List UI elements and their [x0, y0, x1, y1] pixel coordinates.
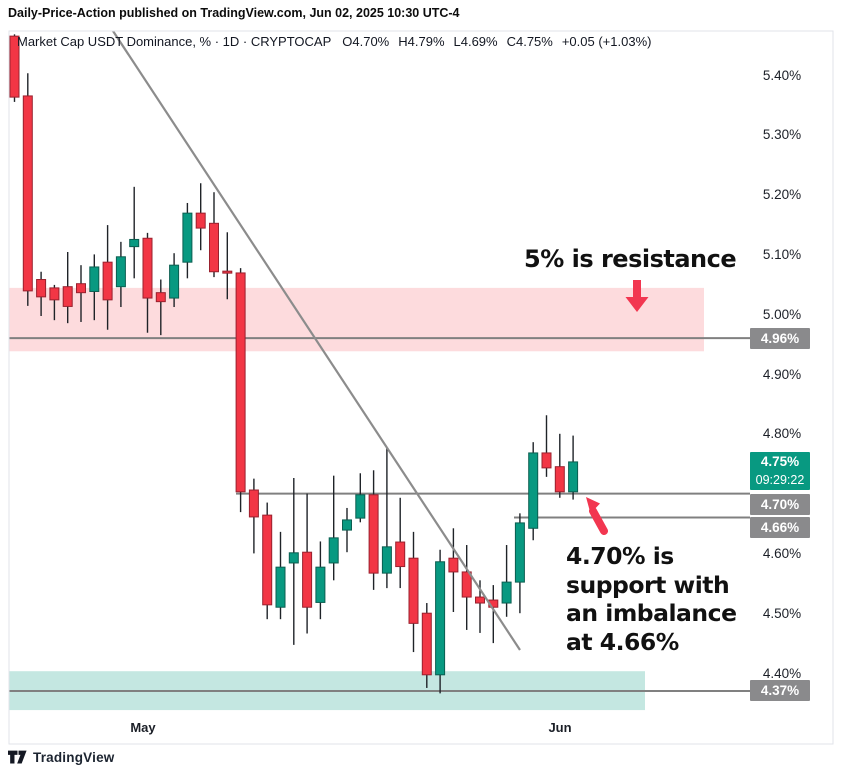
candlestick — [9, 35, 20, 98]
candlestick — [514, 522, 525, 583]
candlestick — [275, 566, 286, 608]
candlestick — [89, 266, 100, 292]
support-annotation-line: at 4.66% — [566, 627, 679, 656]
candlestick — [76, 283, 86, 294]
support-annotation: 4.70% is support with an imbalance at 4.… — [566, 542, 737, 656]
symbol-info-bar: Market Cap USDT Dominance, % · 1D · CRYP… — [17, 34, 651, 49]
candlestick — [421, 612, 432, 676]
tradingview-logo-icon — [8, 750, 27, 764]
candlestick — [195, 212, 206, 229]
time-axis-label-Jun: Jun — [548, 720, 572, 735]
price-badge-4.66%: 4.66% — [750, 517, 810, 539]
candlestick — [262, 514, 273, 606]
price-axis-label: 5.40% — [762, 67, 802, 83]
candlestick — [528, 452, 539, 529]
candlestick — [342, 519, 352, 531]
tradingview-logo[interactable]: TradingView — [8, 750, 114, 765]
price-badge-4.75%: 4.75% 09:29:22 — [750, 451, 810, 490]
candlestick — [129, 238, 140, 248]
attribution-text: Daily-Price-Action published on TradingV… — [8, 6, 460, 20]
last-price-value: 4.75% — [760, 453, 800, 469]
ohlc-close: C4.75% — [506, 34, 553, 49]
chart-frame — [8, 30, 834, 745]
candlestick — [541, 452, 552, 469]
resistance-annotation: 5% is resistance — [524, 245, 737, 273]
candlestick — [381, 546, 392, 574]
bar-countdown: 09:29:22 — [755, 472, 805, 487]
candlestick — [222, 270, 233, 274]
support-annotation-line: support with — [566, 570, 730, 599]
tradingview-logo-text: TradingView — [33, 750, 115, 765]
arrow-up-shaft[interactable] — [589, 507, 608, 535]
candlestick — [315, 566, 326, 603]
candlestick — [395, 541, 406, 568]
candlestick — [62, 286, 73, 307]
price-badge-4.37%: 4.37% — [750, 680, 810, 702]
ohlc-open: O4.70% — [342, 34, 390, 49]
candlestick — [408, 557, 419, 624]
price-axis-label: 5.20% — [762, 187, 802, 203]
price-axis-label: 4.60% — [762, 545, 802, 561]
time-axis-label-May: May — [130, 720, 156, 735]
candlestick — [368, 494, 379, 574]
candlestick — [22, 95, 33, 292]
support-annotation-line: 4.70% is — [566, 542, 674, 570]
candlestick — [115, 256, 126, 288]
price-axis-label: 5.10% — [762, 246, 802, 262]
trendline[interactable] — [112, 30, 521, 651]
symbol-title: Market Cap USDT Dominance, % · 1D · CRYP… — [17, 34, 332, 49]
candlestick — [142, 237, 153, 299]
price-axis-label: 4.40% — [762, 665, 802, 681]
support-annotation-line: an imbalance — [566, 599, 737, 627]
candlestick — [302, 551, 313, 608]
ohlc-low: L4.69% — [453, 34, 498, 49]
candlestick — [169, 264, 180, 299]
price-axis-label: 4.80% — [762, 426, 802, 442]
ohlc-change: +0.05 (+1.03%) — [561, 34, 652, 49]
candlestick — [501, 581, 512, 604]
candlestick — [288, 552, 299, 564]
candlestick — [235, 272, 246, 493]
price-axis-label: 5.30% — [762, 127, 802, 143]
candlestick — [209, 222, 219, 273]
price-badge-4.70%: 4.70% — [750, 494, 810, 516]
candlestick — [155, 292, 166, 303]
candlestick — [36, 279, 47, 298]
candlestick — [49, 287, 60, 301]
candlestick — [102, 261, 113, 301]
candlestick — [448, 557, 459, 573]
candlestick — [355, 494, 366, 519]
candlestick — [328, 537, 339, 564]
price-axis-label: 4.90% — [762, 366, 802, 382]
price-axis-label: 4.50% — [762, 605, 802, 621]
candlestick — [182, 212, 193, 263]
ohlc-high: H4.79% — [398, 34, 445, 49]
candlestick — [461, 571, 472, 598]
price-axis-label: 5.00% — [762, 306, 802, 322]
price-badge-4.96%: 4.96% — [750, 327, 810, 349]
candlestick — [248, 489, 259, 518]
arrow-down-icon[interactable] — [625, 280, 649, 312]
candlestick — [568, 461, 579, 493]
candlestick — [475, 596, 485, 604]
arrow-up-icon[interactable] — [586, 497, 600, 514]
candlestick — [554, 466, 565, 493]
candlestick — [435, 561, 446, 676]
resistance-zone[interactable] — [9, 287, 704, 352]
